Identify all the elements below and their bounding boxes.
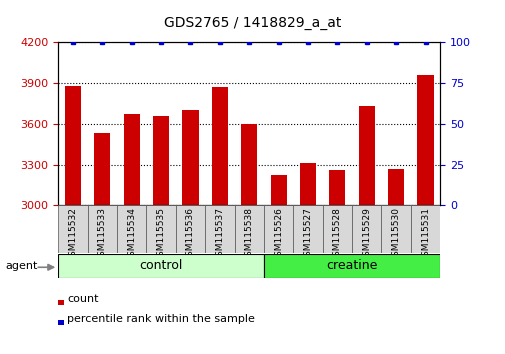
Text: GSM115535: GSM115535: [156, 207, 165, 262]
Bar: [65, 86, 81, 354]
Text: GDS2765 / 1418829_a_at: GDS2765 / 1418829_a_at: [164, 16, 341, 30]
Bar: [293, 205, 322, 253]
Text: GSM115529: GSM115529: [362, 207, 371, 262]
Bar: [175, 205, 205, 253]
Bar: [123, 114, 139, 354]
Bar: [381, 205, 410, 253]
Bar: [351, 205, 381, 253]
Bar: [153, 116, 169, 354]
Text: GSM115532: GSM115532: [68, 207, 77, 262]
Text: GSM115538: GSM115538: [244, 207, 253, 262]
Bar: [146, 205, 175, 253]
Bar: [58, 254, 264, 278]
Bar: [87, 205, 117, 253]
Text: GSM115527: GSM115527: [303, 207, 312, 262]
Text: GSM115526: GSM115526: [274, 207, 282, 262]
Bar: [117, 205, 146, 253]
Text: percentile rank within the sample: percentile rank within the sample: [67, 314, 255, 324]
Text: agent: agent: [5, 261, 37, 271]
Bar: [241, 124, 257, 354]
Bar: [299, 163, 316, 354]
Bar: [94, 133, 110, 354]
Bar: [264, 205, 293, 253]
Bar: [182, 110, 198, 354]
Bar: [58, 205, 87, 253]
Text: GSM115537: GSM115537: [215, 207, 224, 262]
Text: GSM115536: GSM115536: [185, 207, 194, 262]
Text: GSM115534: GSM115534: [127, 207, 136, 262]
Bar: [329, 170, 345, 354]
Text: count: count: [67, 294, 98, 304]
Bar: [387, 169, 403, 354]
Bar: [417, 75, 433, 354]
Bar: [322, 205, 351, 253]
Text: GSM115528: GSM115528: [332, 207, 341, 262]
Bar: [205, 205, 234, 253]
Bar: [211, 87, 227, 354]
Bar: [410, 205, 439, 253]
Bar: [358, 106, 374, 354]
Text: control: control: [139, 259, 182, 272]
Text: GSM115533: GSM115533: [97, 207, 107, 262]
Bar: [264, 254, 439, 278]
Bar: [234, 205, 264, 253]
Text: creatine: creatine: [326, 259, 377, 272]
Text: GSM115531: GSM115531: [420, 207, 429, 262]
Text: GSM115530: GSM115530: [391, 207, 400, 262]
Bar: [270, 176, 286, 354]
